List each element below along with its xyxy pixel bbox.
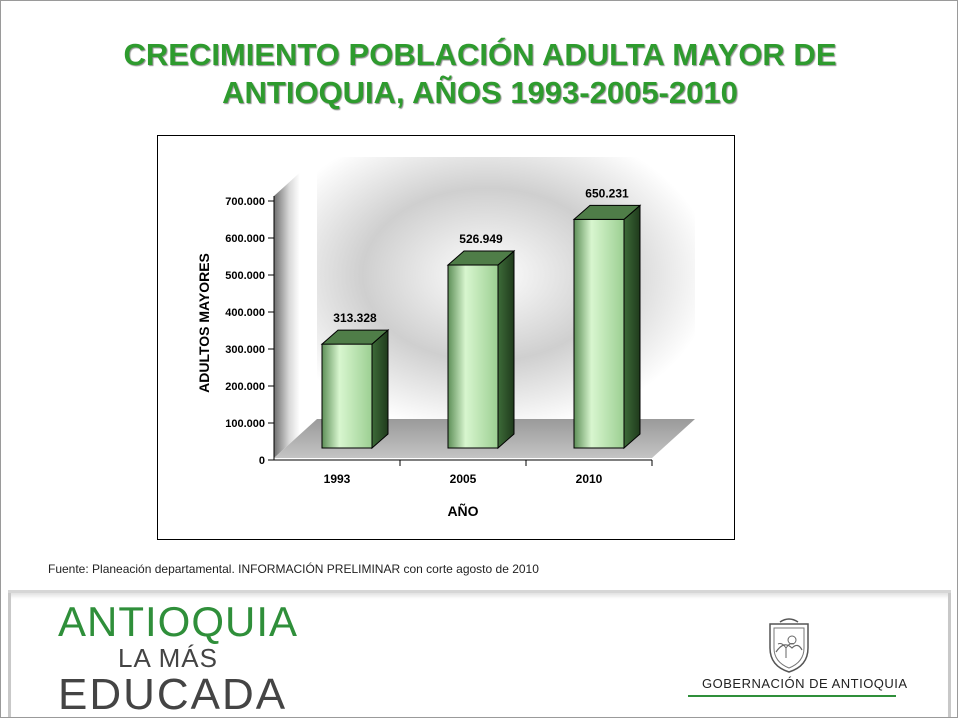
title-line-1: CRECIMIENTO POBLACIÓN ADULTA MAYOR DE xyxy=(123,37,837,72)
bars: 313.328 526.949 650.231 xyxy=(320,186,642,450)
bar-side xyxy=(497,249,515,450)
logo-line-1: ANTIOQUIA xyxy=(58,598,299,645)
x-axis-ticks: 1993 2005 2010 xyxy=(324,460,653,486)
bar-top xyxy=(446,250,516,266)
x-tick-label: 1993 xyxy=(324,472,351,486)
y-tick-label: 100.000 xyxy=(225,418,265,430)
logo-line-2: LA MÁS xyxy=(118,643,218,673)
source-note: Fuente: Planeación departamental. INFORM… xyxy=(48,562,539,576)
bar-value-label: 526.949 xyxy=(459,232,503,246)
x-axis-label: AÑO xyxy=(447,502,478,519)
y-tick-label: 0 xyxy=(259,455,265,467)
bar-front xyxy=(321,343,373,449)
antioquia-la-mas-educada-logo: ANTIOQUIA LA MÁS EDUCADA xyxy=(58,600,308,718)
y-axis-ticks: 0 100.000 200.000 300.000 400.000 500.000 600.… xyxy=(225,196,274,467)
logo-line-3: EDUCADA xyxy=(58,670,288,719)
slide-title: CRECIMIENTO POBLACIÓN ADULTA MAYOR DE AN… xyxy=(60,36,900,112)
bar-top xyxy=(572,204,642,220)
y-tick-label: 500.000 xyxy=(225,270,265,282)
government-name: GOBERNACIÓN DE ANTIOQUIA xyxy=(702,676,908,691)
bar-2010: 650.231 xyxy=(572,186,642,450)
bar-2005: 526.949 xyxy=(446,232,516,450)
bar-side xyxy=(371,328,389,450)
y-tick-label: 600.000 xyxy=(225,233,265,245)
bar-front xyxy=(573,218,625,449)
title-line-2: ANTIOQUIA, AÑOS 1993-2005-2010 xyxy=(222,75,738,110)
y-axis-label: ADULTOS MAYORES xyxy=(196,253,212,393)
coat-of-arms-icon xyxy=(769,618,809,673)
bar-value-label: 650.231 xyxy=(585,186,629,200)
bar-top xyxy=(320,329,390,345)
y-tick-label: 700.000 xyxy=(225,196,265,208)
bar-value-label: 313.328 xyxy=(333,311,377,325)
x-tick-label: 2005 xyxy=(450,472,477,486)
y-tick-label: 200.000 xyxy=(225,381,265,393)
y-tick-label: 400.000 xyxy=(225,307,265,319)
chart-side-wall xyxy=(274,157,317,458)
bar-side xyxy=(623,204,641,450)
x-tick-label: 2010 xyxy=(576,472,603,486)
bar-front xyxy=(447,264,499,449)
government-underline xyxy=(688,695,896,697)
bar-chart: 0 100.000 200.000 300.000 400.000 500.000 600.… xyxy=(196,157,695,519)
y-tick-label: 300.000 xyxy=(225,344,265,356)
bar-1993: 313.328 xyxy=(320,311,390,450)
